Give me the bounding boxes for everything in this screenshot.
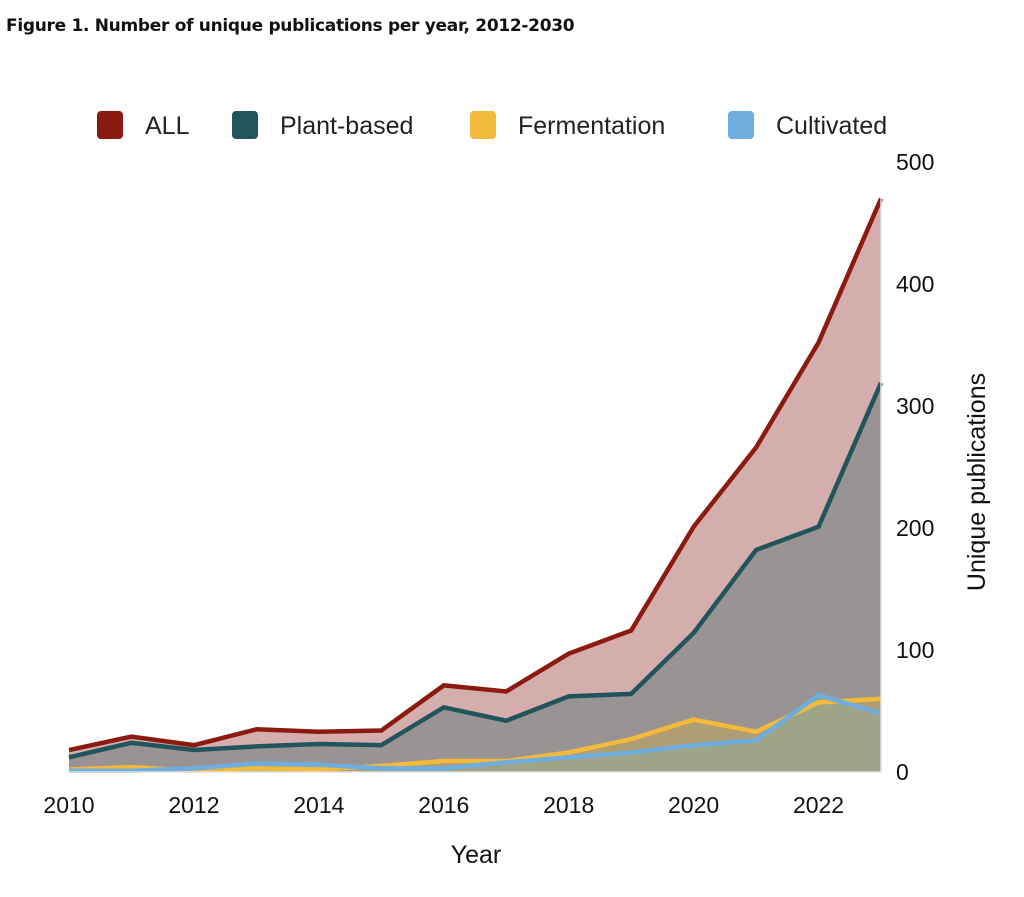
y-tick-label: 400 <box>896 271 934 297</box>
legend-label-plant-based: Plant-based <box>280 112 413 140</box>
chart-title: Figure 1. Number of unique publications … <box>6 16 575 36</box>
legend-label-fermentation: Fermentation <box>518 112 665 140</box>
line-all <box>68 197 884 753</box>
line-layer <box>68 197 884 774</box>
legend-swatch-all <box>97 111 123 139</box>
legend-swatch-cultivated <box>728 111 754 139</box>
legend-swatch-fermentation <box>470 111 496 139</box>
area-layer <box>69 198 881 773</box>
legend: ALL Plant-based Fermentation Cultivated <box>97 111 887 140</box>
y-axis-ticks: 0 100 200 300 400 500 <box>896 149 934 785</box>
x-tick-label: 2012 <box>168 792 219 818</box>
legend-label-all: ALL <box>145 112 190 140</box>
area-cultivated <box>69 695 881 772</box>
area-plant-based <box>69 382 881 772</box>
line-cultivated <box>69 692 882 774</box>
y-axis-label: Unique publications <box>963 373 991 591</box>
y-tick-label: 500 <box>896 149 934 175</box>
legend-label-cultivated: Cultivated <box>776 112 887 140</box>
y-tick-label: 200 <box>896 515 934 541</box>
x-tick-label: 2022 <box>793 792 844 818</box>
legend-swatch-plant-based <box>232 111 258 139</box>
x-tick-label: 2018 <box>543 792 594 818</box>
x-tick-label: 2016 <box>418 792 469 818</box>
y-tick-label: 0 <box>896 759 909 785</box>
x-tick-label: 2010 <box>43 792 94 818</box>
x-axis-ticks: 2010 2012 2014 2016 2018 2020 2022 <box>43 792 844 818</box>
area-all <box>69 198 881 773</box>
y-tick-label: 300 <box>896 393 934 419</box>
x-axis-label: Year <box>451 841 502 869</box>
x-tick-label: 2014 <box>293 792 344 818</box>
x-tick-label: 2020 <box>668 792 719 818</box>
line-fermentation <box>68 696 882 774</box>
y-tick-label: 100 <box>896 637 934 663</box>
line-plant-based <box>68 381 884 760</box>
